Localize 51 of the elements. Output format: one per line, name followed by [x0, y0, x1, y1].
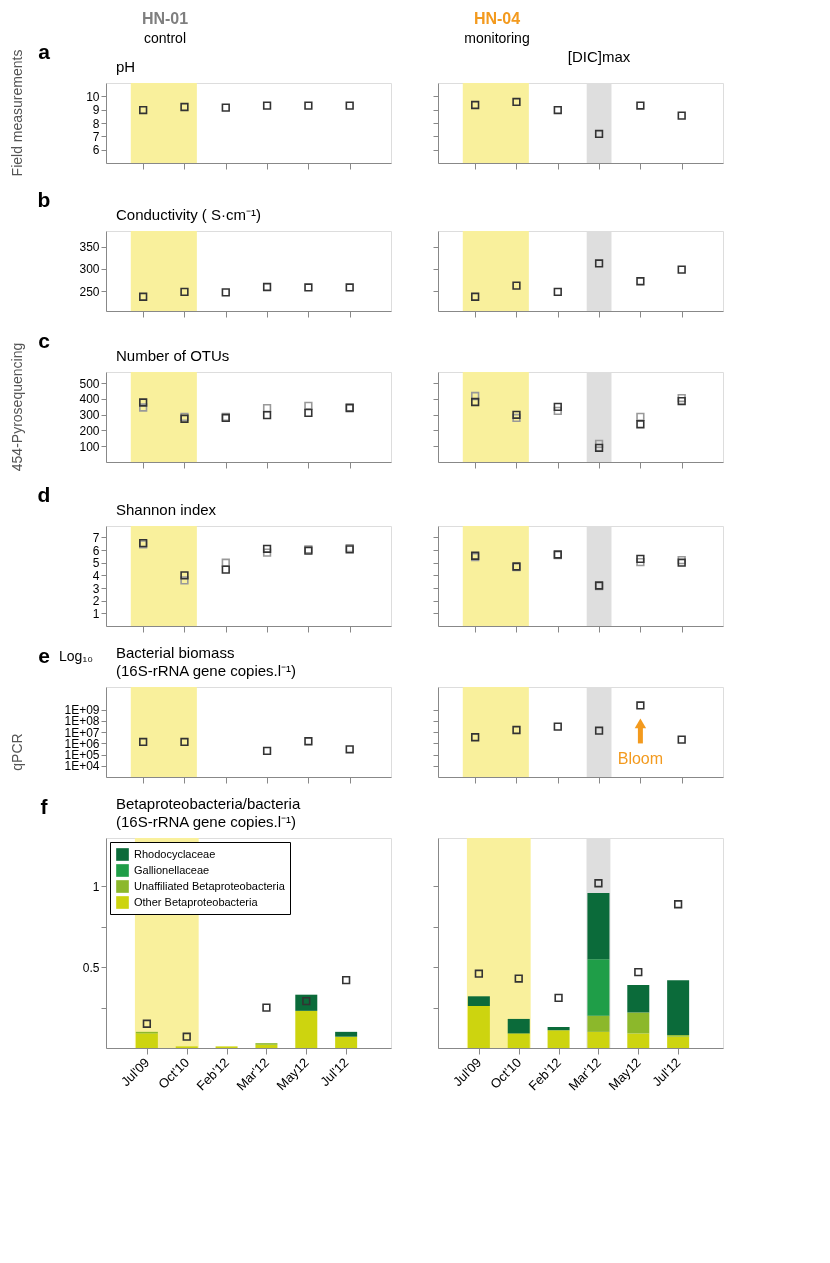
y-tick-label: 7 — [92, 129, 100, 144]
y-tick-label: 3 — [92, 581, 100, 596]
y-tick-label: 200 — [79, 423, 100, 438]
y-tick-label: 4 — [92, 568, 100, 583]
y-axis-title: Betaproteobacteria/bacteria (16S-rRNA gene copies.l⁻¹) — [116, 795, 301, 830]
y-tick-label: 6 — [92, 543, 100, 558]
band-label: [DIC]max — [567, 48, 631, 65]
y-axis-title: Shannon index — [116, 501, 217, 518]
legend-label: Other Betaproteobacteria — [134, 895, 259, 908]
legend-label: Gallionellaceae — [134, 863, 210, 876]
chart-title: c — [38, 329, 51, 352]
y-tick-label: 5 — [92, 556, 100, 571]
y-tick-label: 1E+09 — [64, 703, 100, 717]
chart-title: b — [37, 188, 51, 211]
text: qPCR — [9, 733, 25, 771]
y-axis-title: Bacterial biomass (16S-rRNA gene copies.l⁻¹) — [116, 644, 297, 679]
legend-label: Rhodocyclaceae — [134, 847, 216, 860]
y-tick-label: 10 — [86, 89, 100, 104]
chart-title: d — [37, 483, 51, 506]
y-tick-label: 1 — [92, 606, 100, 621]
chart-title: f — [40, 795, 49, 818]
y-tick-label: 1E+05 — [64, 748, 100, 762]
y-tick-label: 300 — [79, 408, 100, 423]
y-axis-title: pH — [116, 58, 136, 75]
y-tick-label: 8 — [92, 116, 100, 131]
text: HN-04 — [473, 10, 521, 27]
text: HN-01 — [141, 10, 189, 27]
text: 454-Pyrosequencing — [9, 342, 25, 472]
y-tick-label: 350 — [79, 240, 100, 255]
chart-title: a — [38, 40, 51, 63]
text: control — [143, 30, 187, 46]
y-tick-label: 0.5 — [82, 960, 100, 975]
y-axis-title: Number of OTUs — [116, 347, 230, 364]
text: monitoring — [464, 30, 530, 46]
text: Log₁₀ — [59, 648, 94, 664]
y-tick-label: 500 — [79, 376, 100, 391]
text: Field measurements — [9, 49, 25, 177]
legend-label: Unaffiliated Betaproteobacteria — [134, 879, 286, 892]
y-tick-label: 1 — [92, 879, 100, 894]
y-tick-label: 7 — [92, 530, 100, 545]
annotation: Bloom — [617, 750, 664, 768]
chart-title: e — [38, 644, 50, 667]
y-tick-label: 6 — [92, 143, 100, 158]
y-tick-label: 2 — [92, 594, 100, 609]
y-tick-label: 250 — [79, 284, 100, 299]
y-tick-label: 300 — [79, 262, 100, 277]
y-tick-label: 400 — [79, 392, 100, 407]
y-axis-title: Conductivity ( S·cm⁻¹) — [116, 206, 262, 223]
y-tick-label: 9 — [92, 103, 100, 118]
y-tick-label: 100 — [79, 439, 100, 454]
y-tick-label: 1E+04 — [64, 759, 100, 774]
